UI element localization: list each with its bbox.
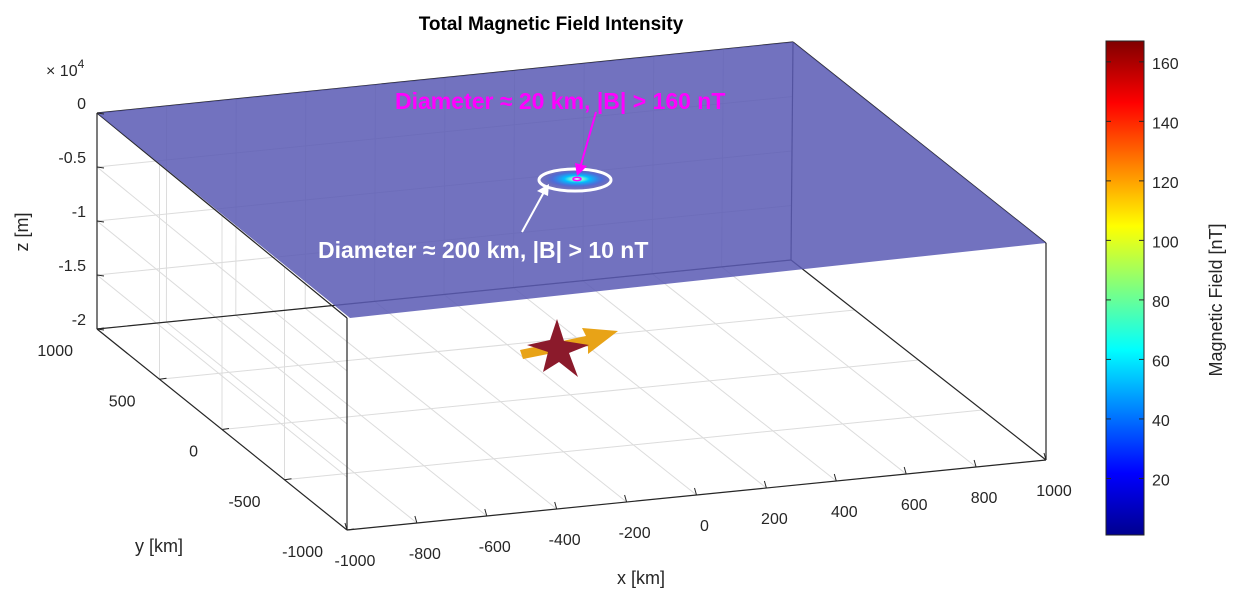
z-axis-label: z [m] (12, 213, 32, 252)
y-tick-mark-3 (159, 377, 167, 380)
x-tick-label-5: 0 (700, 518, 709, 535)
x-tick-label-7: 400 (831, 504, 858, 521)
colorbar-ticks: 20 40 60 80 100 120 140 160 (1106, 56, 1179, 489)
top-left-edge (96, 112, 348, 319)
z-tick-labels: 0 -0.5 -1 -1.5 -2 (58, 96, 105, 331)
floor-grid-y-3 (159, 309, 855, 380)
x-tick-mark-1 (414, 515, 418, 524)
x-tick-mark-8 (903, 466, 907, 475)
colorbar-tick-label-6: 140 (1152, 115, 1179, 132)
y-tick-label-2: 0 (189, 444, 198, 461)
x-tick-label-0: -1000 (335, 553, 376, 570)
y-tick-mark-4 (96, 327, 105, 330)
x-tick-label-4: -200 (619, 525, 651, 542)
x-tick-mark-5 (694, 487, 697, 496)
x-tick-mark-4 (624, 494, 628, 503)
z-tick-label-2: -1 (72, 204, 86, 221)
x-tick-label-2: -600 (479, 539, 511, 556)
white-annotation-arrow (521, 184, 549, 233)
source-star-marker (527, 319, 589, 377)
z-tick-mark-2 (96, 220, 105, 223)
y-tick-mark-0 (346, 528, 355, 531)
x-tick-mark-3 (554, 501, 558, 510)
field-anomaly-spot (541, 169, 613, 189)
x-tick-label-1: -800 (409, 546, 441, 563)
colorbar-tick-label-0: 20 (1152, 472, 1170, 489)
y-tick-mark-1 (284, 478, 292, 481)
z-tick-mark-0 (96, 112, 105, 115)
z-tick-label-3: -1.5 (58, 258, 86, 275)
y-axis-label: y [km] (135, 536, 183, 556)
colorbar-tick-label-7: 160 (1152, 56, 1179, 73)
x-tick-mark-6 (763, 480, 767, 489)
colorbar-tick-label-4: 100 (1152, 234, 1179, 251)
floor-grid-y-1 (284, 409, 983, 481)
z-tick-label-0: 0 (77, 96, 86, 113)
y-tick-mark-2 (221, 428, 230, 430)
z-tick-mark-1 (96, 166, 105, 169)
colorbar-tick-label-5: 120 (1152, 175, 1179, 192)
colorbar (1105, 40, 1145, 536)
y-tick-label-4: 1000 (37, 343, 73, 360)
x-tick-mark-10 (1043, 452, 1047, 461)
y-tick-label-0: -1000 (282, 544, 323, 561)
colorbar-tick-label-3: 80 (1152, 294, 1170, 311)
x-tick-mark-7 (833, 473, 837, 482)
z-exponent-label: × 104 (46, 57, 85, 80)
inner-diameter-ring (572, 176, 582, 182)
outer-diameter-ring (537, 167, 613, 193)
annotation-inner-diameter: Diameter ≈ 20 km, |B| > 160 nT (395, 88, 725, 114)
z-tick-mark-3 (96, 274, 105, 277)
colorbar-tick-label-2: 60 (1152, 353, 1170, 370)
y-tick-labels: -1000 -500 0 500 1000 (37, 327, 355, 561)
annotation-outer-diameter: Diameter ≈ 200 km, |B| > 10 nT (318, 237, 648, 263)
x-tick-mark-9 (973, 459, 977, 468)
floor-right-edge (790, 259, 1047, 461)
z-tick-label-1: -0.5 (58, 150, 86, 167)
y-tick-label-3: 500 (109, 393, 136, 410)
x-tick-labels: -1000 -800 -600 -400 -200 0 200 400 600 800 1000 (335, 452, 1072, 570)
chart-title: Total Magnetic Field Intensity (419, 14, 684, 35)
x-tick-label-8: 600 (901, 497, 928, 514)
x-tick-mark-2 (484, 508, 488, 517)
colorbar-tick-label-1: 40 (1152, 413, 1170, 430)
colorbar-label: Magnetic Field [nT] (1206, 223, 1226, 376)
x-tick-label-3: -400 (549, 532, 581, 549)
x-axis-label: x [km] (617, 568, 665, 588)
z-tick-label-4: -2 (72, 312, 86, 329)
x-tick-label-9: 800 (971, 490, 998, 507)
y-tick-label-1: -500 (228, 494, 260, 511)
x-tick-mark-0 (344, 522, 348, 531)
x-tick-label-10: 1000 (1036, 483, 1072, 500)
floor-grid-y-2 (221, 359, 919, 430)
magenta-annotation-arrow (575, 111, 597, 176)
x-tick-label-6: 200 (761, 511, 788, 528)
